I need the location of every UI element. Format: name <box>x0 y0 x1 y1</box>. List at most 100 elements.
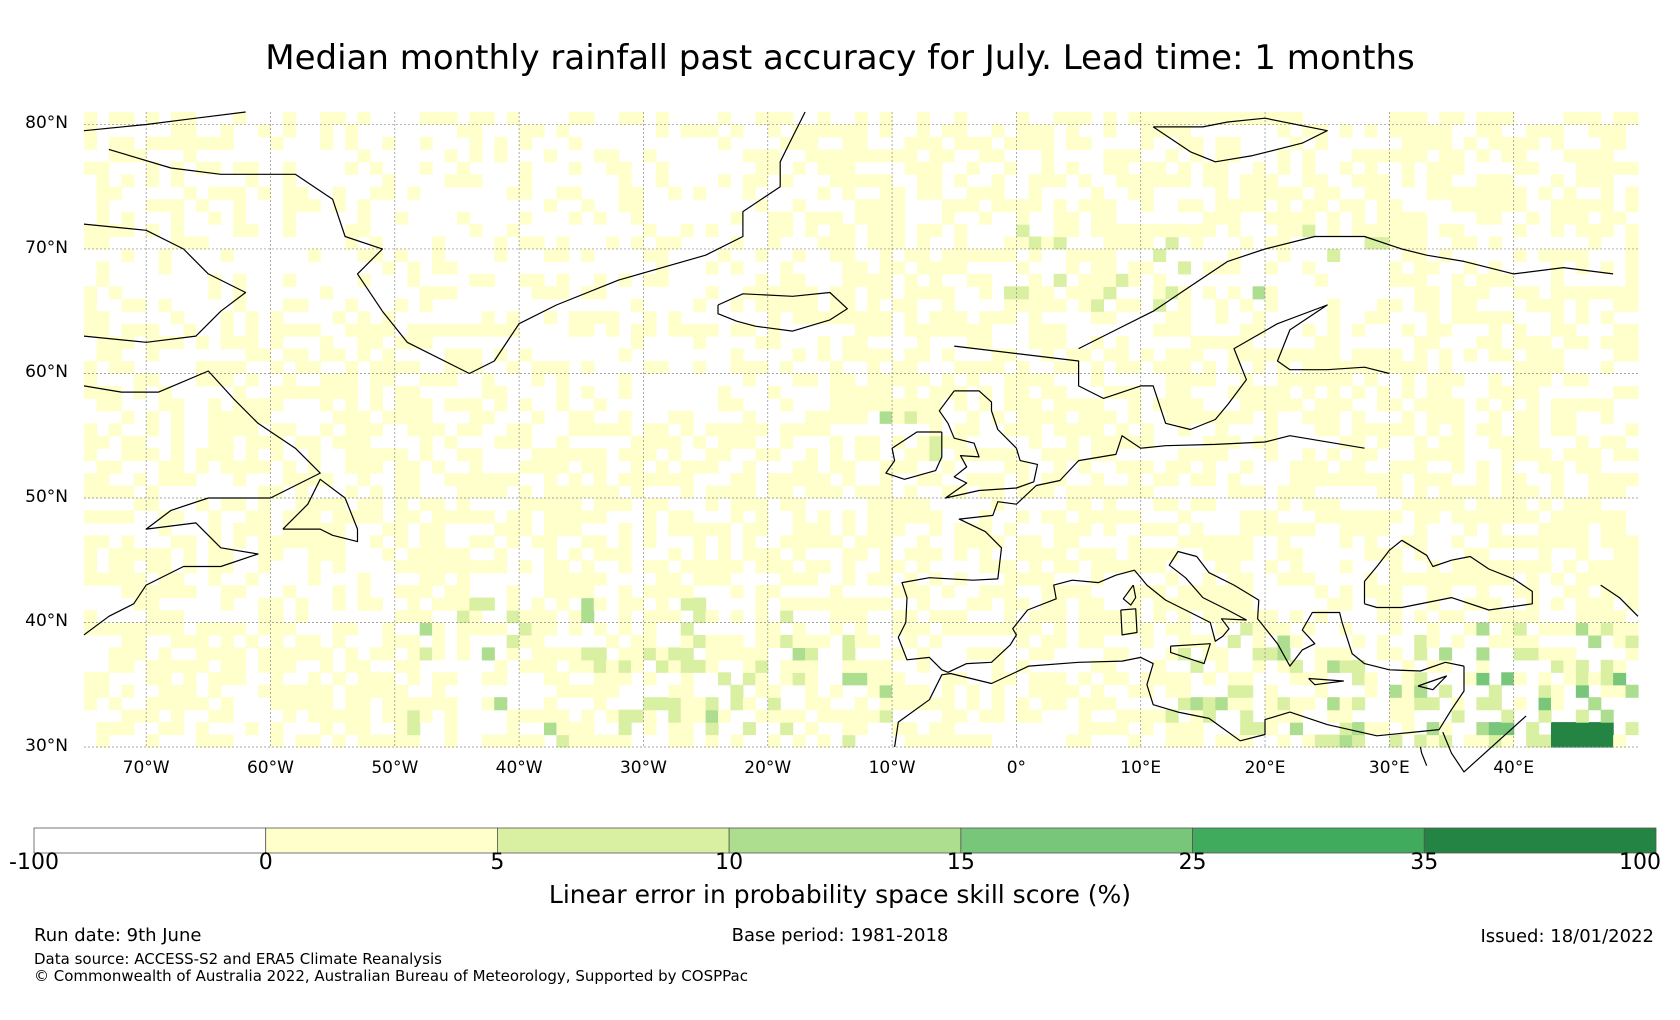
grid-cell <box>842 647 856 661</box>
grid-cell <box>693 522 707 536</box>
grid-cell <box>1202 672 1216 686</box>
grid-cell <box>1600 672 1614 686</box>
grid-cell <box>556 435 570 449</box>
grid-cell <box>854 124 868 138</box>
grid-cell <box>1190 522 1204 536</box>
grid-cell <box>1153 248 1167 263</box>
grid-cell <box>1215 622 1229 636</box>
grid-cell <box>1389 684 1403 698</box>
grid-cell <box>1488 186 1502 200</box>
grid-cell <box>618 535 632 549</box>
grid-cell <box>1501 610 1515 624</box>
grid-cell <box>854 410 868 424</box>
grid-cell <box>954 709 968 723</box>
grid-cell <box>755 610 769 624</box>
grid-cell <box>220 136 234 150</box>
grid-cell <box>1575 610 1589 624</box>
grid-cell <box>444 697 458 711</box>
grid-cell <box>258 547 272 561</box>
grid-cell <box>1563 622 1577 636</box>
grid-cell <box>345 709 359 723</box>
grid-cell <box>158 261 172 275</box>
grid-cell <box>171 709 185 723</box>
grid-cell <box>867 311 881 325</box>
grid-cell <box>432 248 446 263</box>
grid-cell <box>357 112 371 126</box>
grid-cell <box>121 323 135 337</box>
grid-cell <box>1277 647 1291 661</box>
grid-cell <box>1426 473 1440 487</box>
grid-cell <box>519 236 533 250</box>
grid-cell <box>1227 697 1241 711</box>
grid-cell <box>829 124 843 138</box>
grid-cell <box>1588 734 1602 748</box>
grid-cell <box>494 697 508 711</box>
grid-cell <box>1128 709 1142 723</box>
grid-cell <box>854 435 868 449</box>
grid-cell <box>1289 485 1303 499</box>
grid-cell <box>941 373 955 387</box>
grid-cell <box>966 473 980 487</box>
grid-cell <box>1513 622 1527 636</box>
grid-cell <box>357 585 371 599</box>
grid-cell <box>419 410 433 424</box>
grid-cell <box>158 585 172 599</box>
grid-cell <box>1563 373 1577 387</box>
grid-cell <box>929 174 943 188</box>
grid-cell <box>419 572 433 586</box>
grid-cell <box>1302 622 1316 636</box>
grid-cell <box>158 697 172 711</box>
grid-cell <box>693 336 707 350</box>
grid-cell <box>966 622 980 636</box>
grid-cell <box>1202 647 1216 661</box>
grid-cell <box>407 734 421 748</box>
grid-cell <box>867 385 881 399</box>
grid-cell <box>593 497 607 512</box>
grid-cell <box>817 423 831 437</box>
grid-cell <box>1277 373 1291 387</box>
grid-cell <box>1563 199 1577 213</box>
grid-cell <box>1476 647 1490 661</box>
grid-cell <box>1178 174 1192 188</box>
grid-cell <box>1227 560 1241 574</box>
grid-cell <box>1588 448 1602 462</box>
grid-cell <box>916 435 930 449</box>
grid-cell <box>1016 709 1030 723</box>
grid-cell <box>543 311 558 325</box>
grid-cell <box>394 448 408 462</box>
grid-cell <box>1178 585 1192 599</box>
grid-cell <box>1501 485 1515 499</box>
grid-cell <box>1265 722 1279 736</box>
grid-cell <box>593 510 607 524</box>
grid-cell <box>1414 672 1428 686</box>
grid-cell <box>519 211 533 225</box>
grid-cell <box>270 535 284 549</box>
grid-cell <box>84 547 98 561</box>
grid-cell <box>1103 149 1117 163</box>
grid-cell <box>705 485 719 499</box>
grid-cell <box>1575 248 1589 263</box>
grid-cell <box>1613 535 1627 549</box>
grid-cell <box>84 224 98 238</box>
grid-cell <box>1439 497 1453 512</box>
grid-cell <box>1476 734 1490 748</box>
grid-cell <box>1414 610 1428 624</box>
grid-cell <box>1227 385 1241 399</box>
grid-cell <box>1090 286 1105 300</box>
grid-cell <box>805 298 819 312</box>
grid-cell <box>245 522 259 536</box>
grid-cell <box>121 647 135 661</box>
grid-cell <box>780 497 794 512</box>
grid-cell <box>631 460 645 474</box>
grid-cell <box>307 361 321 375</box>
grid-cell <box>954 112 968 126</box>
grid-cell <box>1066 585 1080 599</box>
grid-cell <box>1103 497 1117 512</box>
grid-cell <box>718 672 732 686</box>
grid-cell <box>1215 261 1229 275</box>
grid-cell <box>1140 709 1154 723</box>
grid-cell <box>941 124 955 138</box>
grid-cell <box>1376 547 1390 561</box>
grid-cell <box>84 473 98 487</box>
grid-cell <box>233 659 247 673</box>
